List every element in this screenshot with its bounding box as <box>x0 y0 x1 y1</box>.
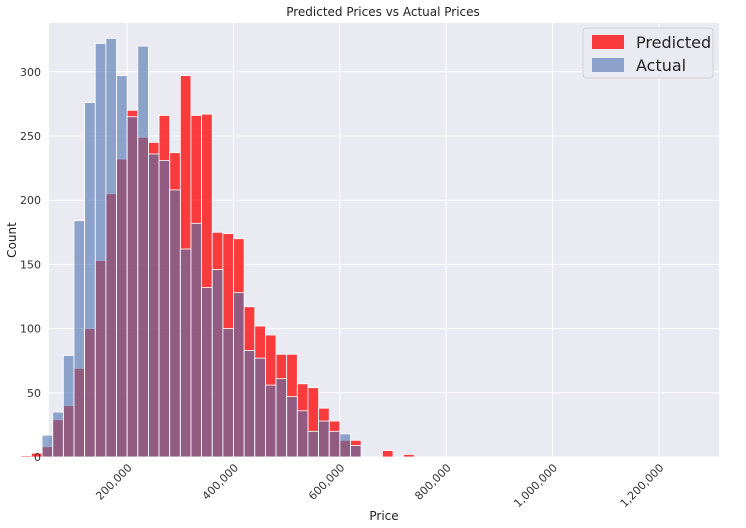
actual-bar-17 <box>222 328 234 458</box>
x-axis-title: Price <box>369 509 398 523</box>
actual-bar-15 <box>201 287 213 458</box>
actual-bar-10 <box>148 153 160 458</box>
actual-bar-18 <box>233 292 245 458</box>
predicted-bar-36 <box>403 454 415 458</box>
legend: Predicted Actual <box>582 27 714 79</box>
y-tick-label-4: 200 <box>20 194 41 207</box>
actual-bar-22 <box>275 378 288 458</box>
x-tick-label-0: 200,000 <box>93 461 134 502</box>
x-axis-ticks: 200,000 400,000 600,000 800,000 1,000,000 1,2… <box>93 461 666 510</box>
actual-bar-3 <box>73 220 86 458</box>
actual-bar-25 <box>307 430 319 458</box>
actual-bar-5 <box>94 43 107 458</box>
actual-bar-26 <box>318 420 330 458</box>
y-tick-label-3: 150 <box>20 258 41 271</box>
legend-label-actual: Actual <box>636 56 686 75</box>
x-tick-label-4: 1,000,000 <box>511 461 560 510</box>
actual-bar-19 <box>243 350 256 458</box>
x-tick-label-5: 1,200,000 <box>618 461 667 510</box>
actual-bars <box>41 38 362 458</box>
predicted-bar-0 <box>20 455 32 458</box>
actual-bar-13 <box>179 248 192 458</box>
actual-bar-29 <box>350 445 362 458</box>
x-tick-label-3: 800,000 <box>412 461 453 502</box>
actual-bar-6 <box>105 38 117 458</box>
actual-bar-24 <box>296 410 309 458</box>
legend-label-predicted: Predicted <box>636 33 711 52</box>
legend-swatch-actual <box>592 58 624 72</box>
x-tick-label-2: 600,000 <box>306 461 347 502</box>
y-axis-ticks: 0 50 100 150 200 250 300 <box>20 66 41 464</box>
y-tick-label-0: 0 <box>34 451 41 464</box>
actual-bar-11 <box>158 159 171 458</box>
actual-bar-1 <box>52 411 64 458</box>
y-axis-title: Count <box>5 222 19 258</box>
actual-bar-7 <box>116 75 128 458</box>
actual-bar-14 <box>190 222 202 458</box>
actual-bar-2 <box>62 355 75 458</box>
actual-bar-20 <box>254 357 266 458</box>
legend-swatch-predicted <box>592 35 624 49</box>
x-tick-label-1: 400,000 <box>200 461 241 502</box>
actual-bar-27 <box>328 430 341 458</box>
actual-bar-8 <box>126 116 139 458</box>
actual-bar-28 <box>339 433 351 458</box>
actual-bar-4 <box>84 102 96 458</box>
actual-bar-16 <box>211 269 224 458</box>
chart-title: Predicted Prices vs Actual Prices <box>286 5 480 19</box>
y-tick-label-6: 300 <box>20 66 41 79</box>
y-tick-label-5: 250 <box>20 130 41 143</box>
actual-bar-23 <box>286 396 298 458</box>
y-tick-label-2: 100 <box>20 323 41 336</box>
actual-bar-0 <box>41 434 54 458</box>
y-tick-label-1: 50 <box>27 387 41 400</box>
actual-bar-21 <box>265 384 277 458</box>
actual-bar-12 <box>169 189 181 458</box>
actual-bar-9 <box>137 45 149 458</box>
predicted-bar-34 <box>381 450 394 458</box>
